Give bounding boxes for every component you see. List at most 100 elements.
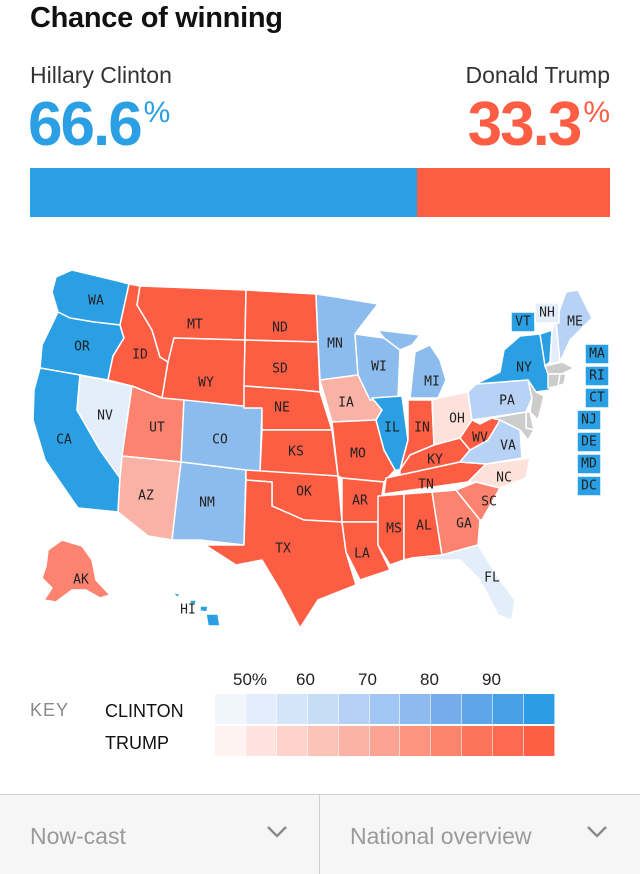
trump-scale-swatch — [431, 726, 463, 756]
state-label-OH: OH — [449, 412, 465, 427]
chip-NH[interactable] — [534, 302, 560, 324]
key-clinton-label: CLINTON — [105, 701, 184, 721]
chip-label-DC: DC — [581, 479, 597, 494]
win-probability-bar — [30, 168, 610, 217]
trump-percentage: 33.3% — [468, 94, 610, 156]
clinton-name: Hillary Clinton — [30, 62, 172, 88]
state-IL[interactable] — [371, 395, 409, 471]
state-AK[interactable] — [41, 539, 111, 603]
state-label-NE: NE — [274, 401, 290, 416]
state-label-UT: UT — [149, 421, 165, 436]
state-label-IN: IN — [414, 421, 430, 436]
state-MD[interactable] — [491, 411, 535, 441]
state-label-CA: CA — [56, 433, 72, 448]
trump-scale-swatch — [462, 726, 494, 756]
chip-label-DE: DE — [581, 435, 597, 450]
footer-controls: Now-cast National overview — [0, 794, 640, 874]
trump-name: Donald Trump — [465, 62, 610, 88]
chevron-down-icon — [587, 826, 607, 838]
state-label-MT: MT — [187, 318, 203, 333]
us-state-map: WA OR CA NV ID MT WY UT AZ CO NM ND SD N… — [32, 269, 610, 629]
state-label-WY: WY — [198, 376, 214, 391]
state-label-IL: IL — [384, 421, 400, 436]
state-RI[interactable] — [557, 373, 567, 387]
chip-MA[interactable] — [584, 343, 610, 365]
state-NJ[interactable] — [527, 379, 545, 421]
clinton-scale-swatch — [245, 694, 277, 724]
state-label-PA: PA — [499, 394, 515, 409]
clinton-bar-segment — [30, 168, 417, 217]
footer-divider — [319, 795, 320, 874]
trump-scale-swatch — [369, 726, 401, 756]
clinton-scale-swatch — [462, 694, 494, 724]
key-tick-50: 50% — [233, 670, 268, 689]
state-label-FL: FL — [484, 571, 500, 586]
key-trump-label: TRUMP — [105, 733, 169, 753]
state-WY[interactable] — [161, 337, 246, 409]
clinton-scale-swatch — [493, 694, 525, 724]
state-label-OR: OR — [74, 340, 90, 355]
chip-label-CT: CT — [589, 391, 605, 406]
state-label-MN: MN — [327, 337, 343, 352]
trump-scale-swatch — [338, 726, 370, 756]
state-TX[interactable] — [204, 479, 357, 629]
state-label-NM: NM — [199, 496, 215, 511]
state-label-IA: IA — [338, 396, 354, 411]
chip-label-VT: VT — [515, 315, 531, 330]
chip-MD[interactable] — [576, 453, 602, 475]
chip-NJ[interactable] — [576, 409, 602, 431]
chevron-down-icon — [267, 826, 287, 838]
key-tick-70: 70 — [358, 670, 377, 689]
state-label-MI: MI — [424, 375, 440, 390]
state-label-MS: MS — [386, 522, 402, 537]
state-label-AZ: AZ — [138, 489, 154, 504]
state-FL[interactable] — [411, 544, 516, 621]
state-NM[interactable] — [171, 461, 247, 546]
state-label-MO: MO — [350, 447, 366, 462]
clinton-percentage: 66.6% — [28, 94, 170, 156]
trump-scale-swatch — [493, 726, 525, 756]
key-tick-90: 90 — [482, 670, 501, 689]
state-label-KY: KY — [427, 453, 443, 468]
state-label-TN: TN — [418, 478, 434, 493]
state-label-TX: TX — [275, 542, 291, 557]
state-label-ME: ME — [567, 315, 583, 330]
clinton-scale-swatch — [400, 694, 432, 724]
state-MA[interactable] — [544, 361, 575, 375]
trump-scale-swatch — [276, 726, 308, 756]
trump-scale-swatch — [400, 726, 432, 756]
nowcast-dropdown-label: Now-cast — [30, 823, 126, 849]
state-label-HI: HI — [180, 603, 196, 618]
state-label-WA: WA — [88, 294, 104, 309]
state-SC[interactable] — [455, 481, 501, 521]
clinton-color-scale — [215, 694, 555, 724]
chip-label-RI: RI — [589, 369, 605, 384]
state-MS[interactable] — [377, 493, 405, 566]
state-label-ID: ID — [132, 348, 148, 363]
state-label-VA: VA — [500, 439, 516, 454]
state-label-KS: KS — [288, 445, 304, 460]
state-label-WV: WV — [472, 431, 488, 446]
clinton-scale-swatch — [369, 694, 401, 724]
state-GA[interactable] — [431, 489, 481, 556]
chip-CT[interactable] — [584, 387, 610, 409]
chip-DE[interactable] — [576, 431, 602, 453]
clinton-scale-swatch — [276, 694, 308, 724]
chip-DC[interactable] — [576, 475, 602, 497]
chip-RI[interactable] — [584, 365, 610, 387]
state-label-SD: SD — [272, 362, 288, 377]
chip-label-MA: MA — [589, 347, 605, 362]
clinton-pct-value: 66.6 — [28, 90, 143, 159]
state-HI[interactable] — [171, 591, 221, 627]
clinton-scale-swatch — [524, 694, 555, 724]
page-title: Chance of winning — [30, 2, 283, 34]
key-label: KEY — [30, 700, 70, 720]
clinton-pct-symbol: % — [143, 96, 171, 129]
nowcast-dropdown[interactable]: Now-cast — [0, 795, 319, 874]
national-overview-dropdown[interactable]: National overview — [320, 795, 640, 874]
key-tick-60: 60 — [296, 670, 315, 689]
state-MI[interactable] — [377, 329, 447, 399]
chip-label-MD: MD — [581, 457, 597, 472]
state-label-AL: AL — [416, 519, 432, 534]
trump-bar-segment — [416, 168, 610, 217]
